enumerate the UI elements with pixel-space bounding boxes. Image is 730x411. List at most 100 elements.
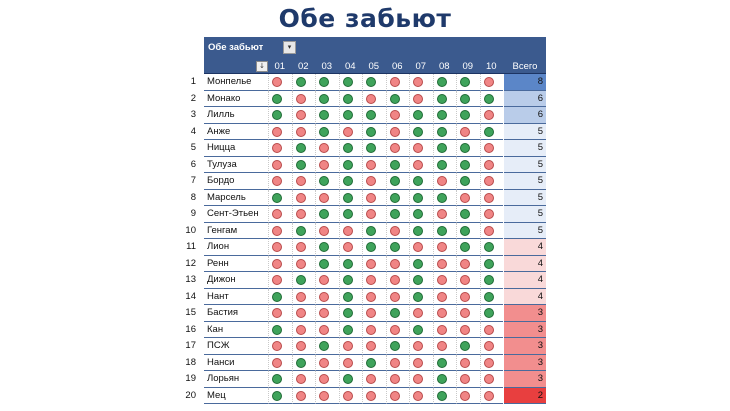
match-cell[interactable] — [362, 123, 386, 140]
match-cell[interactable] — [362, 222, 386, 239]
match-cell[interactable] — [479, 305, 503, 322]
team-name[interactable]: Бастия — [204, 305, 268, 322]
team-name[interactable]: Кан — [204, 322, 268, 338]
match-cell[interactable] — [385, 354, 409, 371]
match-cell[interactable] — [456, 255, 480, 272]
match-cell[interactable] — [268, 338, 292, 355]
match-cell[interactable] — [432, 222, 456, 239]
match-cell[interactable] — [315, 371, 339, 388]
match-cell[interactable] — [338, 321, 362, 338]
match-cell[interactable] — [385, 338, 409, 355]
match-cell[interactable] — [385, 239, 409, 256]
match-cell[interactable] — [362, 206, 386, 223]
match-cell[interactable] — [291, 156, 315, 173]
match-cell[interactable] — [338, 107, 362, 124]
total-cell[interactable]: 4 — [504, 239, 546, 256]
total-cell[interactable]: 6 — [504, 107, 546, 124]
match-cell[interactable] — [338, 239, 362, 256]
match-cell[interactable] — [291, 173, 315, 190]
match-cell[interactable] — [362, 239, 386, 256]
match-cell[interactable] — [456, 222, 480, 239]
match-cell[interactable] — [315, 255, 339, 272]
match-cell[interactable] — [479, 371, 503, 388]
match-cell[interactable] — [432, 239, 456, 256]
sort-dropdown-button[interactable]: ↓ — [256, 61, 268, 72]
match-cell[interactable] — [268, 321, 292, 338]
match-cell[interactable] — [291, 74, 315, 91]
match-cell[interactable] — [456, 74, 480, 91]
match-cell[interactable] — [315, 90, 339, 107]
team-name[interactable]: Нант — [204, 289, 268, 305]
match-cell[interactable] — [362, 387, 386, 404]
match-cell[interactable] — [432, 321, 456, 338]
match-cell[interactable] — [315, 189, 339, 206]
match-cell[interactable] — [291, 305, 315, 322]
total-cell[interactable]: 4 — [504, 255, 546, 272]
match-cell[interactable] — [456, 354, 480, 371]
match-cell[interactable] — [362, 255, 386, 272]
team-name[interactable]: Монпелье — [204, 74, 268, 91]
match-cell[interactable] — [291, 288, 315, 305]
team-name[interactable]: Нанси — [204, 355, 268, 371]
total-cell[interactable]: 5 — [504, 206, 546, 223]
total-cell[interactable]: 3 — [504, 354, 546, 371]
match-cell[interactable] — [268, 239, 292, 256]
match-cell[interactable] — [315, 156, 339, 173]
match-cell[interactable] — [315, 140, 339, 157]
team-name[interactable]: Анже — [204, 124, 268, 140]
match-cell[interactable] — [409, 189, 433, 206]
match-cell[interactable] — [385, 123, 409, 140]
match-cell[interactable] — [362, 90, 386, 107]
match-cell[interactable] — [432, 338, 456, 355]
match-cell[interactable] — [315, 239, 339, 256]
match-cell[interactable] — [362, 338, 386, 355]
match-cell[interactable] — [385, 140, 409, 157]
match-cell[interactable] — [432, 387, 456, 404]
match-cell[interactable] — [409, 255, 433, 272]
total-cell[interactable]: 5 — [504, 173, 546, 190]
filter-dropdown-button[interactable]: ▾ — [283, 41, 296, 54]
total-cell[interactable]: 3 — [504, 305, 546, 322]
match-cell[interactable] — [385, 206, 409, 223]
match-cell[interactable] — [385, 288, 409, 305]
match-cell[interactable] — [409, 140, 433, 157]
match-cell[interactable] — [456, 123, 480, 140]
match-cell[interactable] — [291, 206, 315, 223]
match-cell[interactable] — [315, 74, 339, 91]
match-cell[interactable] — [456, 107, 480, 124]
match-cell[interactable] — [268, 305, 292, 322]
match-cell[interactable] — [409, 206, 433, 223]
match-cell[interactable] — [338, 90, 362, 107]
total-cell[interactable]: 8 — [504, 74, 546, 91]
match-cell[interactable] — [338, 255, 362, 272]
match-cell[interactable] — [432, 288, 456, 305]
match-cell[interactable] — [409, 156, 433, 173]
team-name[interactable]: Генгам — [204, 223, 268, 239]
match-cell[interactable] — [432, 206, 456, 223]
match-cell[interactable] — [409, 239, 433, 256]
match-cell[interactable] — [479, 140, 503, 157]
match-cell[interactable] — [385, 107, 409, 124]
match-cell[interactable] — [409, 371, 433, 388]
match-cell[interactable] — [362, 321, 386, 338]
match-cell[interactable] — [479, 387, 503, 404]
match-cell[interactable] — [432, 272, 456, 289]
match-cell[interactable] — [291, 222, 315, 239]
match-cell[interactable] — [268, 107, 292, 124]
match-cell[interactable] — [362, 156, 386, 173]
match-cell[interactable] — [315, 222, 339, 239]
total-cell[interactable]: 3 — [504, 321, 546, 338]
total-cell[interactable]: 4 — [504, 288, 546, 305]
match-cell[interactable] — [291, 239, 315, 256]
match-cell[interactable] — [456, 371, 480, 388]
match-cell[interactable] — [315, 206, 339, 223]
match-cell[interactable] — [268, 156, 292, 173]
match-cell[interactable] — [268, 354, 292, 371]
match-cell[interactable] — [432, 140, 456, 157]
match-cell[interactable] — [315, 305, 339, 322]
match-cell[interactable] — [268, 206, 292, 223]
match-cell[interactable] — [409, 338, 433, 355]
match-cell[interactable] — [268, 74, 292, 91]
match-cell[interactable] — [479, 288, 503, 305]
match-cell[interactable] — [338, 140, 362, 157]
